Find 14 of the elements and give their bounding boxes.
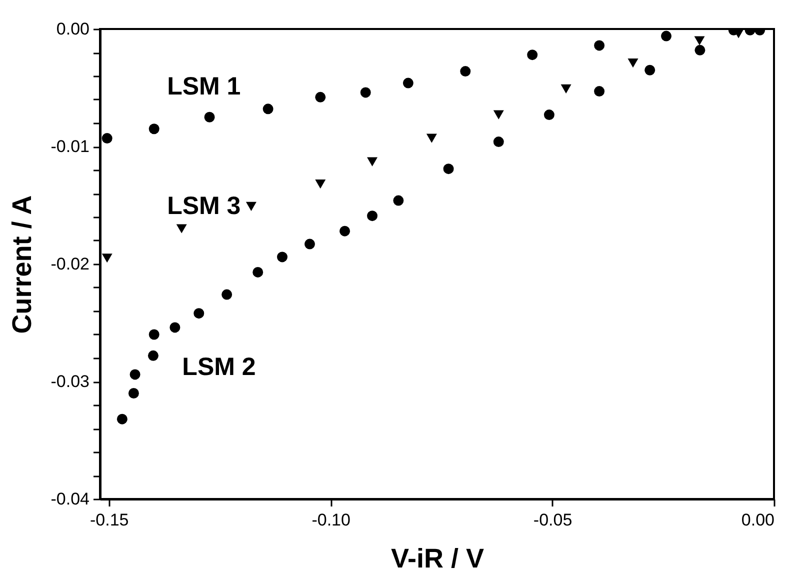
x-tick-label: -0.05 xyxy=(533,510,572,530)
series-label: LSM 2 xyxy=(182,353,256,382)
series-label: LSM 1 xyxy=(167,72,241,100)
x-axis-title: V-iR / V xyxy=(390,544,484,571)
x-tick-label: -0.15 xyxy=(90,510,129,530)
y-axis-title: Current / A xyxy=(6,195,37,334)
y-tick-label: -0.02 xyxy=(50,254,90,274)
y-tick-label: -0.01 xyxy=(50,137,90,156)
y-tick-label: -0.03 xyxy=(50,372,90,391)
y-tick-label: 0.00 xyxy=(56,20,90,38)
x-tick-label: -0.10 xyxy=(312,510,350,530)
x-tick-label: 0.00 xyxy=(741,510,774,530)
series-label: LSM 3 xyxy=(167,192,241,220)
y-tick-label: -0.04 xyxy=(50,490,90,508)
